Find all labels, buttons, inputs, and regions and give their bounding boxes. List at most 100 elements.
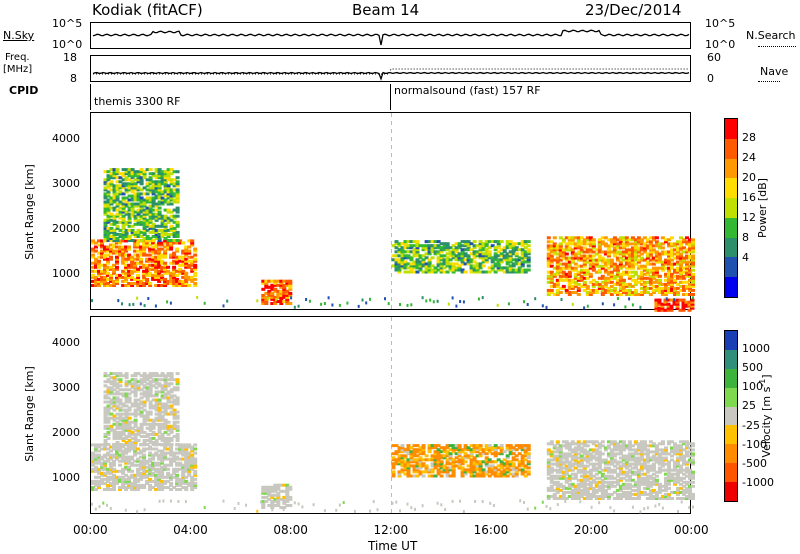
heatmap-cell [139,461,144,465]
heatmap-cell [552,284,557,288]
heatmap-cell [181,269,186,273]
heatmap-cell [172,178,177,182]
heatmap-cell [618,448,623,452]
heatmap-cell [103,418,108,422]
heatmap-cell [142,282,147,285]
heatmap-cell [570,256,575,260]
heatmap-cell [127,481,132,485]
heatmap-cell [190,483,195,487]
heatmap-cell [160,220,165,224]
heatmap-cell [585,270,590,274]
heatmap-cell [493,264,498,268]
heatmap-cell [163,374,168,378]
heatmap-cell [121,230,126,234]
heatmap-cell [481,248,486,252]
heatmap-cell [636,240,641,244]
heatmap-cell [585,250,590,254]
heatmap-cell [106,443,111,446]
power-cbar-tick: 28 [742,131,756,144]
heatmap-cell [457,244,462,248]
heatmap-cell [636,246,641,250]
heatmap-cell [567,240,572,244]
heatmap-cell [285,279,290,283]
heatmap-cell [573,446,578,450]
heatmap-cell [612,464,617,468]
heatmap-cell [187,263,192,267]
heatmap-cell [424,266,429,270]
heatmap-cell [555,268,560,272]
heatmap-cell [636,486,641,490]
heatmap-cell [160,253,165,257]
heatmap-cell [124,372,129,376]
heatmap-cell [514,448,519,452]
heatmap-cell [136,196,141,200]
heatmap-cell [127,184,132,188]
heatmap-cell [166,420,171,424]
heatmap-cell [130,412,135,416]
heatmap-cell [424,240,429,244]
heatmap-cell [163,441,168,444]
heatmap-cell [684,302,689,306]
heatmap-cell [400,460,405,464]
heatmap-cell [109,483,113,487]
heatmap-cell [121,198,126,202]
heatmap-cell [121,259,126,263]
heatmap-cell [142,265,147,269]
heatmap-cell [585,291,590,294]
heatmap-cell [163,451,168,455]
heatmap-cell [588,480,593,484]
heatmap-cell [136,412,141,416]
heatmap-cell [520,240,525,244]
heatmap-cell [145,253,150,257]
heatmap-cell [124,230,129,234]
heatmap-cell [400,246,405,250]
heatmap-cell [190,261,195,265]
heatmap-cell [163,218,168,222]
heatmap-cell [157,473,162,477]
heatmap-cell [679,236,683,240]
heatmap-cell [600,284,605,288]
heatmap-cell [166,190,171,194]
heatmap-cell [630,497,635,500]
heatmap-cell [421,262,426,266]
heatmap-cell [157,170,162,174]
heatmap-cell [222,304,225,308]
heatmap-cell [603,242,608,246]
heatmap-cell [91,457,95,461]
heatmap-cell [142,210,147,214]
heatmap-cell [397,462,402,466]
heatmap-cell [112,196,117,200]
heatmap-cell [552,488,557,492]
heatmap-cell [169,243,174,247]
heatmap-cell [445,242,450,246]
heatmap-cell [481,470,486,474]
heatmap-cell [457,466,462,470]
heatmap-cell [603,474,608,478]
heatmap-cell [412,252,417,256]
heatmap-cell [484,242,489,246]
heatmap-cell [676,274,680,278]
heatmap-cell [118,251,122,255]
heatmap-cell [261,489,266,493]
heatmap-cell [627,458,632,462]
heatmap-cell [597,456,602,460]
heatmap-cell [472,464,477,468]
heatmap-cell [184,247,189,251]
heatmap-cell [466,260,471,264]
heatmap-cell [600,484,605,488]
heatmap-cell [394,268,399,272]
heatmap-cell [112,174,117,178]
heatmap-cell [688,270,692,274]
heatmap-cell [627,440,632,444]
heatmap-cell [160,273,165,277]
heatmap-cell [618,492,623,496]
heatmap-cell [270,495,275,499]
heatmap-cell [433,456,438,460]
heatmap-cell [163,467,168,471]
heatmap-cell [624,470,629,474]
heatmap-cell [555,454,560,458]
heatmap-cell [621,264,626,268]
heatmap-cell [136,249,141,253]
heatmap-cell [436,448,441,452]
heatmap-cell [567,282,572,286]
